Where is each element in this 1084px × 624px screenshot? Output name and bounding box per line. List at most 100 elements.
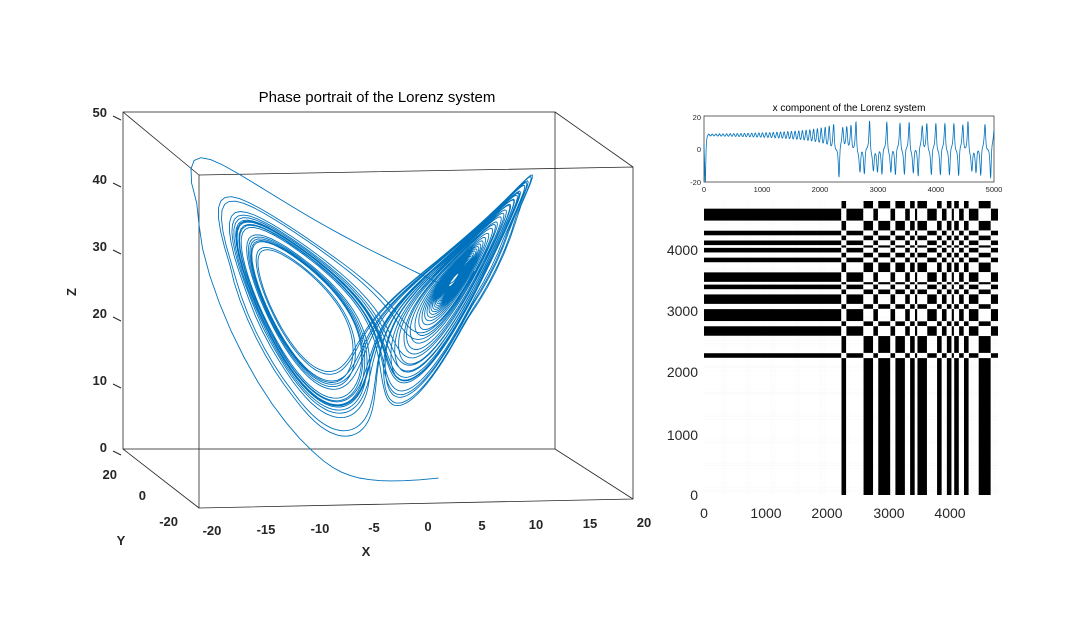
heatmap-cell — [858, 350, 862, 354]
heatmap-cell — [721, 416, 724, 420]
heatmap-cell — [775, 433, 778, 437]
heatmap-cell — [730, 377, 734, 381]
heatmap-cell — [799, 365, 803, 368]
heatmap-cell — [951, 460, 955, 464]
heatmap-cell — [743, 392, 746, 395]
heatmap-cell — [777, 468, 781, 471]
heatmap-cell — [838, 423, 842, 427]
heatmap-cell — [792, 453, 795, 457]
heatmap-cell — [726, 421, 729, 425]
heatmap-cell — [770, 401, 773, 405]
heatmap-cell — [971, 477, 974, 481]
heatmap-cell — [851, 492, 854, 496]
heatmap-cell — [855, 450, 859, 454]
heatmap-cell — [833, 419, 837, 422]
heatmap-cell — [904, 372, 908, 376]
heatmap-cell — [789, 455, 793, 459]
heatmap-cell — [971, 433, 974, 437]
heatmap-cell — [713, 419, 717, 422]
heatmap-cell — [926, 470, 930, 474]
heatmap-cell — [806, 389, 810, 393]
heatmap-cell — [853, 377, 857, 381]
heatmap-cell — [733, 468, 737, 471]
heatmap-cell — [728, 472, 732, 476]
heatmap-cell — [721, 443, 724, 447]
heatmap-cell — [750, 372, 754, 376]
heatmap-cell — [740, 350, 744, 354]
heatmap-cell — [828, 401, 832, 405]
heatmap-cell — [738, 370, 742, 373]
heatmap-cell — [802, 458, 805, 461]
heatmap-cell — [716, 477, 719, 481]
heatmap-cell — [838, 411, 842, 415]
heatmap-cell — [748, 453, 751, 457]
heatmap-cell — [704, 458, 707, 461]
heatmap-cell — [809, 428, 813, 432]
heatmap-cell — [799, 382, 803, 386]
heatmap-cell — [806, 377, 810, 381]
heatmap-cell — [892, 472, 896, 476]
heatmap-cell — [775, 370, 778, 373]
heatmap-cell — [787, 423, 791, 427]
heatmap-cell — [968, 455, 972, 459]
heatmap-cell — [745, 482, 749, 486]
heatmap-cell — [765, 426, 768, 430]
heatmap-cell — [858, 472, 862, 476]
heatmap-cell — [804, 387, 808, 390]
heatmap-cell — [716, 490, 719, 493]
heatmap-cell — [711, 411, 715, 415]
heatmap-cell — [851, 365, 854, 368]
heatmap-cell — [880, 352, 884, 356]
heatmap-cell — [851, 392, 854, 395]
heatmap-cell — [988, 352, 991, 356]
heatmap-cell — [777, 377, 781, 381]
heatmap-cell — [934, 468, 938, 471]
heatmap-cell — [760, 421, 764, 425]
heatmap-cell — [770, 426, 773, 430]
heatmap-cell — [875, 458, 879, 461]
heatmap-cell — [941, 472, 945, 476]
heatmap-cell — [951, 387, 955, 390]
heatmap-cell — [926, 392, 930, 395]
heatmap-cell — [772, 409, 776, 412]
heatmap-cell — [816, 414, 820, 417]
heatmap-cell — [821, 446, 825, 449]
heatmap-cell — [809, 431, 813, 435]
heatmap-cell — [755, 397, 759, 400]
heatmap-cell — [838, 370, 842, 373]
heatmap-cell — [772, 453, 776, 457]
heatmap-cell — [789, 357, 793, 361]
heatmap-cell — [875, 421, 879, 425]
heatmap-cell — [926, 472, 930, 476]
heatmap-cell — [804, 465, 808, 469]
heatmap-cell — [907, 475, 911, 479]
heatmap-cell — [770, 411, 773, 415]
heatmap-cell — [794, 379, 798, 383]
heatmap-cell — [762, 416, 766, 420]
heatmap-cell — [787, 416, 791, 420]
heatmap-cell — [748, 436, 751, 439]
heatmap-cell — [914, 367, 918, 371]
heatmap-cell — [851, 436, 854, 439]
heatmap-cell — [797, 433, 800, 437]
heatmap-cell — [931, 441, 935, 444]
heatmap-cell — [851, 414, 854, 417]
heatmap-cell — [748, 372, 751, 376]
heatmap-cell — [775, 397, 778, 400]
heatmap-cell — [821, 453, 825, 457]
heatmap-cell — [794, 370, 798, 373]
heatmap-cell — [961, 406, 964, 410]
heatmap-cell — [740, 428, 744, 432]
heatmap-cell — [775, 421, 778, 425]
heatmap-cell — [993, 370, 996, 373]
heatmap-cell — [853, 384, 857, 388]
heatmap-cell — [767, 446, 771, 449]
heatmap-cell — [738, 374, 742, 378]
heatmap-cell — [760, 458, 764, 461]
heatmap-cell — [993, 431, 996, 435]
heatmap-cell — [821, 411, 825, 415]
heatmap-cell — [914, 433, 918, 437]
heatmap-cell — [944, 450, 947, 454]
heatmap-cell — [718, 428, 722, 432]
heatmap-cell — [846, 433, 849, 437]
